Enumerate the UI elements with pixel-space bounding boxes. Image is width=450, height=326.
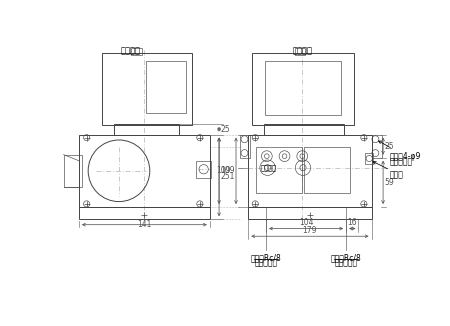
Bar: [248, 135, 372, 207]
Text: プラグ: プラグ: [390, 171, 404, 180]
Bar: [295, 48, 305, 54]
Bar: [114, 124, 179, 135]
Text: エアー抜き: エアー抜き: [390, 157, 413, 166]
Bar: [372, 135, 382, 158]
Bar: [146, 61, 186, 113]
Text: 吐出口Rc/8: 吐出口Rc/8: [331, 253, 361, 262]
Bar: [252, 53, 354, 126]
Bar: [131, 48, 142, 54]
Bar: [248, 207, 372, 219]
Text: （鉄板）: （鉄板）: [121, 46, 140, 55]
Text: 圧力進行用: 圧力進行用: [255, 259, 278, 268]
Text: 104: 104: [299, 218, 313, 227]
Bar: [79, 207, 210, 219]
Text: 109: 109: [216, 166, 230, 175]
Bar: [365, 153, 373, 164]
Bar: [304, 147, 350, 193]
Text: 取付穴4-φ9: 取付穴4-φ9: [378, 141, 421, 161]
Bar: [256, 147, 302, 193]
Bar: [264, 124, 344, 135]
Bar: [102, 53, 192, 126]
Text: 25: 25: [220, 125, 230, 134]
Text: 251: 251: [220, 172, 235, 182]
Text: 141: 141: [137, 219, 152, 229]
Text: 吐出口Rc/8: 吐出口Rc/8: [251, 253, 281, 262]
Text: 59: 59: [385, 178, 394, 187]
Bar: [196, 161, 211, 178]
Text: 179: 179: [303, 226, 317, 235]
Bar: [265, 61, 341, 114]
Text: 109: 109: [220, 166, 235, 175]
Text: （鉄板）: （鉄板）: [261, 164, 277, 171]
Bar: [79, 135, 210, 207]
Text: 25: 25: [385, 142, 394, 151]
Bar: [63, 155, 82, 187]
Text: 主管脱圧用: 主管脱圧用: [334, 259, 358, 268]
Bar: [240, 135, 250, 158]
Text: （鉄板）: （鉄板）: [292, 46, 312, 55]
Text: 16: 16: [347, 218, 357, 227]
